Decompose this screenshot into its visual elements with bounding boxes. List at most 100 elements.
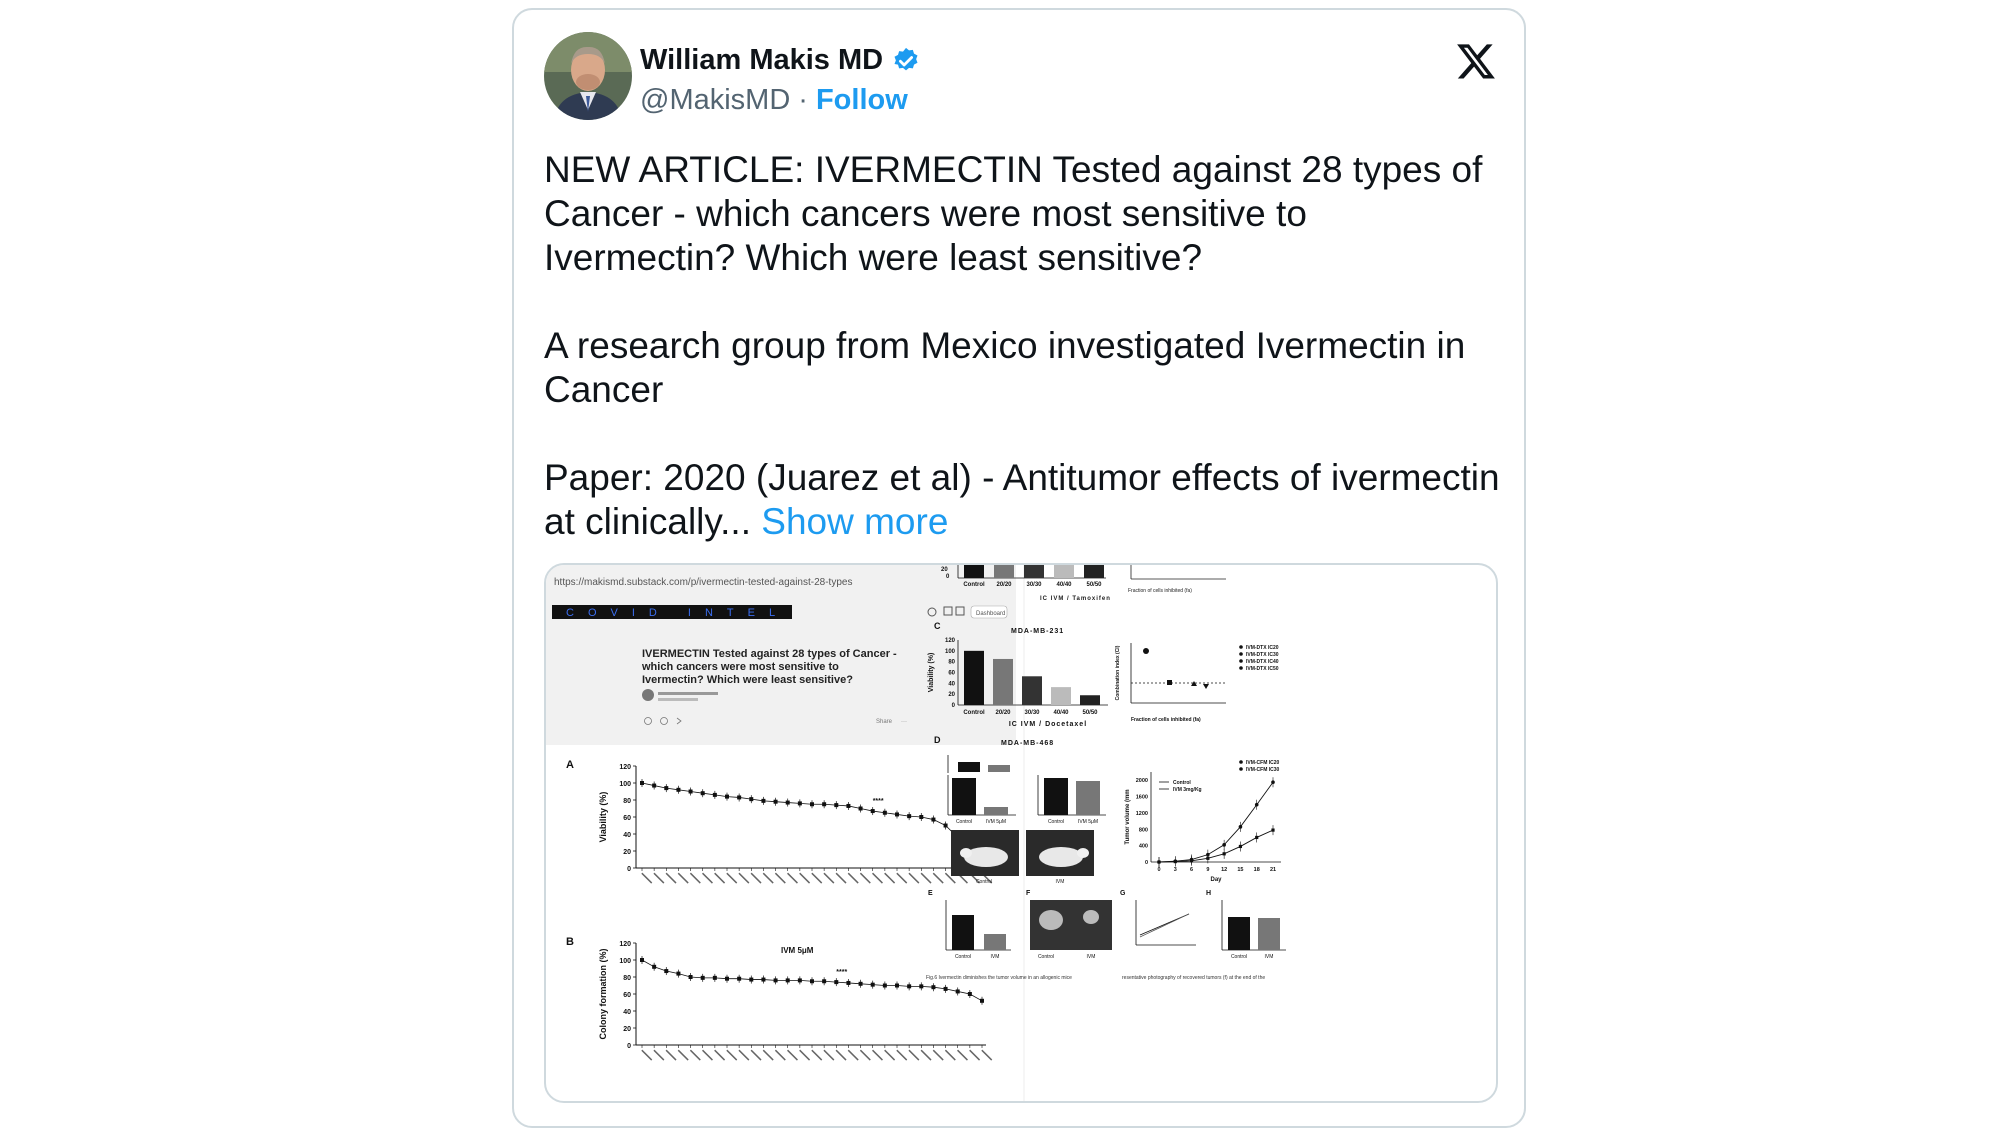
tweet-media[interactable]: https://makismd.substack.com/p/ivermecti… bbox=[544, 563, 1498, 1103]
x-tick-label bbox=[762, 1049, 774, 1061]
ci-legend-marker bbox=[1239, 659, 1243, 663]
x-tick-label bbox=[677, 872, 689, 884]
colony-chart-b: B 0 20 40 60 80 100 120 Colony formation (%) IVM … bbox=[566, 936, 993, 1061]
chart-c-bar-label: Control bbox=[963, 710, 985, 716]
x-tick-label bbox=[641, 1049, 653, 1061]
show-more-link[interactable]: Show more bbox=[761, 501, 949, 542]
tamoxifen-xlabel: IC IVM / Tamoxifen bbox=[1040, 596, 1111, 602]
tumor-y-tick: 2000 bbox=[1136, 778, 1148, 784]
x-tick-label bbox=[872, 872, 883, 884]
chart-title: IVM 5μM bbox=[781, 946, 814, 955]
tumor-legend-label: Control bbox=[1173, 780, 1191, 786]
x-tick-label bbox=[665, 1049, 677, 1061]
svg-text:Control: Control bbox=[1038, 954, 1054, 960]
x-logo-icon[interactable] bbox=[1454, 40, 1498, 82]
x-tick-label bbox=[811, 872, 823, 884]
cfm-legend-marker bbox=[1239, 767, 1243, 771]
y-tick-label: 0 bbox=[627, 866, 631, 873]
chart-c-y-tick: 0 bbox=[952, 703, 956, 709]
author-name[interactable]: William Makis MD bbox=[640, 44, 884, 76]
article-title-2: which cancers were most sensitive to bbox=[641, 661, 839, 673]
ci-legend-label: IVM-DTX IC40 bbox=[1246, 659, 1279, 665]
svg-text:Control: Control bbox=[955, 954, 971, 960]
x-tick-label bbox=[714, 872, 726, 884]
ci-legend-label: IVM-DTX IC30 bbox=[1246, 652, 1279, 658]
ci-point bbox=[1191, 681, 1197, 686]
x-tick-label bbox=[762, 872, 774, 884]
svg-text:F: F bbox=[1026, 890, 1031, 897]
chart-c-bar-label: 50/50 bbox=[1082, 710, 1098, 716]
x-tick-label bbox=[932, 872, 944, 884]
x-tick-label bbox=[969, 1049, 981, 1061]
author-handle[interactable]: @MakisMD bbox=[640, 84, 791, 116]
tumor-xlabel: Day bbox=[1210, 877, 1222, 883]
svg-text:H: H bbox=[1206, 890, 1211, 897]
svg-text:E: E bbox=[928, 890, 933, 897]
panel-letter: A bbox=[566, 759, 574, 771]
ci-legend-marker bbox=[1239, 666, 1243, 670]
follow-button[interactable]: Follow bbox=[815, 84, 908, 116]
x-tick-label bbox=[738, 872, 750, 884]
author-name-row[interactable]: William Makis MD bbox=[640, 44, 921, 77]
chart-d-title: MDA-MB-468 bbox=[1001, 740, 1054, 747]
ci-legend-label: IVM-DTX IC50 bbox=[1246, 666, 1279, 672]
docetaxel-bar-chart-c: C MDA-MB-231 0 20 40 60 80 100 120 Viability (%) C… bbox=[928, 621, 1108, 728]
chart-c-bar bbox=[964, 650, 984, 705]
tamoxifen-bar bbox=[1054, 565, 1074, 578]
y-axis-label: Colony formation (%) bbox=[598, 949, 608, 1040]
panel-letter-c: C bbox=[934, 621, 941, 631]
y-tick-label: 80 bbox=[623, 975, 631, 982]
substack-screenshot: https://makismd.substack.com/p/ivermecti… bbox=[546, 565, 1016, 745]
ci-ylabel: Combination index (CI) bbox=[1115, 645, 1121, 700]
verified-badge-icon bbox=[894, 47, 918, 70]
y-axis-label: Viability (%) bbox=[598, 792, 608, 843]
x-tick-label bbox=[823, 1049, 835, 1061]
x-tick-label bbox=[689, 872, 701, 884]
tamoxifen-bar bbox=[994, 565, 1014, 578]
dashboard-label: Dashboard bbox=[976, 611, 1005, 617]
chart-c-bar bbox=[1022, 676, 1042, 705]
y-tick-label: 60 bbox=[623, 815, 631, 822]
chart-c-bar-label: 40/40 bbox=[1053, 710, 1069, 716]
separator-dot: · bbox=[798, 84, 808, 116]
like-icon bbox=[644, 717, 652, 725]
author-avatar[interactable] bbox=[544, 32, 632, 120]
tumor-legend-label: IVM 3mg/Kg bbox=[1173, 787, 1202, 793]
panel-letter: B bbox=[566, 936, 574, 948]
tumor-x-tick: 21 bbox=[1270, 867, 1276, 873]
x-tick-label bbox=[653, 872, 665, 884]
svg-text:IVM 5μM: IVM 5μM bbox=[986, 819, 1006, 825]
tamoxifen-bar-label: 20/20 bbox=[996, 582, 1012, 588]
x-tick-label bbox=[774, 1049, 786, 1061]
x-tick-label bbox=[738, 1049, 750, 1061]
chart-c-y-tick: 60 bbox=[948, 671, 955, 677]
y-tick-label: 80 bbox=[623, 798, 631, 805]
chart-c-xlabel: IC IVM / Docetaxel bbox=[1009, 721, 1087, 728]
y-tick-label: 40 bbox=[623, 832, 631, 839]
x-tick-label bbox=[750, 872, 762, 884]
compose-icon bbox=[943, 606, 953, 616]
photo-label-ivm: IVM bbox=[1056, 879, 1065, 885]
covid-intel-banner bbox=[552, 605, 792, 619]
x-tick-label bbox=[944, 872, 956, 884]
chart-c-bar bbox=[993, 658, 1013, 705]
series-line bbox=[641, 959, 983, 1002]
x-tick-label bbox=[981, 1049, 993, 1061]
x-tick-label bbox=[811, 1049, 823, 1061]
x-tick-label bbox=[884, 872, 896, 884]
ci-point bbox=[1143, 648, 1149, 654]
ci-point bbox=[1203, 684, 1209, 689]
tweet-paragraph-2: A research group from Mexico investigate… bbox=[544, 325, 1466, 410]
significance-stars: **** bbox=[836, 969, 847, 976]
comment-icon bbox=[660, 717, 668, 725]
svg-text:0: 0 bbox=[946, 574, 950, 580]
search-icon bbox=[927, 607, 937, 617]
covid-intel-banner-text: COVID INTEL bbox=[566, 607, 789, 619]
x-tick-label bbox=[932, 1049, 944, 1061]
tumor-series-line bbox=[1158, 829, 1274, 863]
chart-c-y-tick: 120 bbox=[945, 638, 956, 644]
tumor-x-tick: 18 bbox=[1254, 867, 1260, 873]
tumor-x-tick: 15 bbox=[1237, 867, 1243, 873]
mice-weight-line bbox=[1139, 913, 1190, 938]
share-label: Share bbox=[876, 719, 893, 725]
